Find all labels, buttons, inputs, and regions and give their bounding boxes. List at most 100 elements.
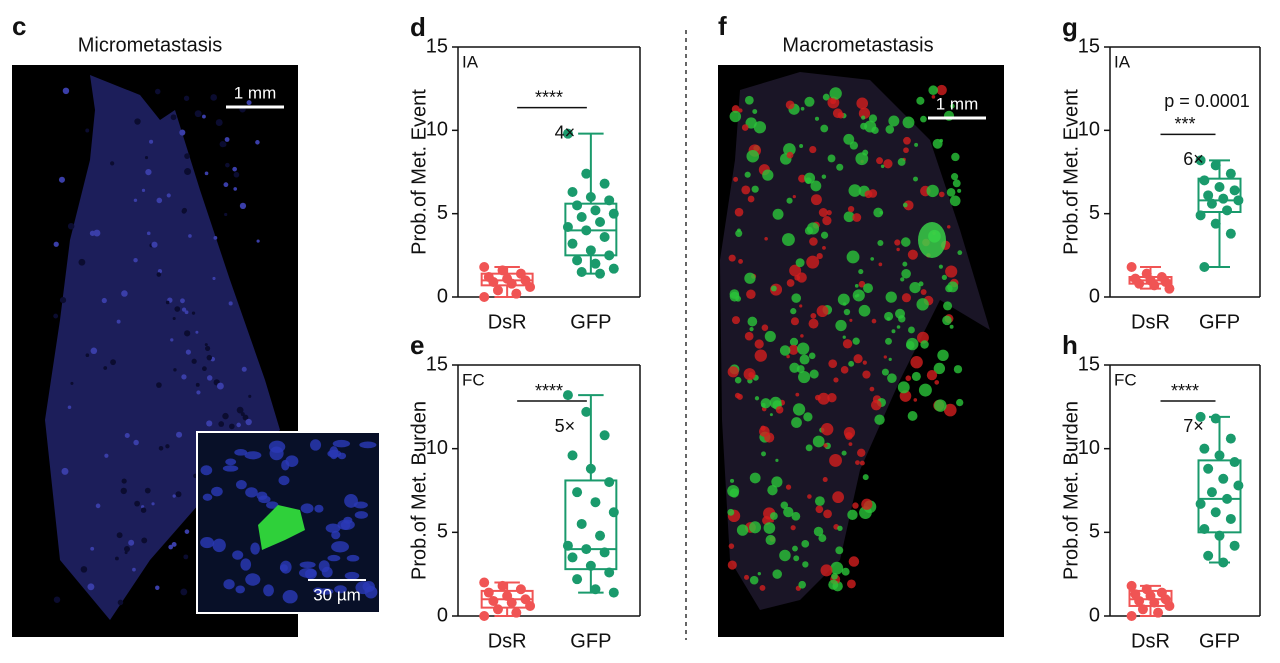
texture xyxy=(241,366,247,372)
texture xyxy=(864,190,873,199)
y-axis-label: Prob.of Met. Burden xyxy=(408,401,430,580)
texture xyxy=(891,329,896,334)
texture xyxy=(885,125,895,134)
texture xyxy=(61,467,69,475)
point xyxy=(1225,513,1236,524)
texture xyxy=(191,358,197,364)
point xyxy=(572,200,583,211)
texture xyxy=(897,158,906,166)
texture xyxy=(743,368,756,381)
significance: *** xyxy=(1174,114,1195,134)
nucleus xyxy=(355,581,371,595)
point xyxy=(506,278,517,289)
point xyxy=(1210,413,1221,424)
point xyxy=(567,450,578,461)
texture xyxy=(942,315,952,326)
texture xyxy=(843,308,851,316)
texture xyxy=(822,245,826,250)
texture xyxy=(53,313,59,319)
texture xyxy=(770,285,777,292)
texture xyxy=(848,556,860,567)
texture xyxy=(907,411,918,421)
nucleus xyxy=(318,560,330,573)
nucleus xyxy=(337,452,347,460)
texture xyxy=(911,371,921,381)
panel-label: g xyxy=(1062,12,1078,42)
texture xyxy=(861,498,873,510)
scale-text: 1 mm xyxy=(234,83,277,102)
texture xyxy=(914,142,919,147)
texture xyxy=(895,308,905,319)
panel-label: h xyxy=(1062,330,1078,360)
texture xyxy=(727,484,740,497)
texture xyxy=(746,289,756,299)
texture xyxy=(795,258,805,268)
texture xyxy=(885,337,892,345)
texture xyxy=(879,210,884,215)
nucleus xyxy=(282,590,298,604)
texture xyxy=(170,338,174,342)
texture xyxy=(205,345,211,352)
point xyxy=(608,208,619,219)
texture xyxy=(736,393,743,400)
nucleus xyxy=(359,441,377,449)
texture xyxy=(906,337,919,351)
nucleus xyxy=(212,538,226,553)
texture xyxy=(905,375,912,382)
texture xyxy=(228,301,233,306)
green-cell xyxy=(258,505,305,550)
texture xyxy=(204,171,209,176)
texture xyxy=(853,354,863,364)
texture xyxy=(810,312,817,319)
texture xyxy=(837,293,850,306)
point xyxy=(1225,228,1236,239)
texture xyxy=(926,369,938,381)
texture xyxy=(747,316,758,327)
texture xyxy=(179,129,186,136)
nucleus xyxy=(256,491,268,500)
texture xyxy=(763,522,776,534)
texture xyxy=(182,207,188,213)
texture xyxy=(151,241,158,248)
y-axis-label: Prob.of Met. Burden xyxy=(1060,401,1082,580)
texture xyxy=(156,272,162,277)
texture xyxy=(880,164,885,169)
point xyxy=(1199,443,1210,454)
texture xyxy=(827,393,837,403)
texture xyxy=(894,239,901,246)
texture xyxy=(799,304,803,308)
point xyxy=(590,497,601,508)
texture xyxy=(847,205,855,213)
point xyxy=(1195,155,1206,166)
point xyxy=(604,195,615,206)
texture xyxy=(156,382,162,388)
point xyxy=(585,192,596,202)
texture xyxy=(743,574,750,580)
point xyxy=(479,292,490,302)
texture xyxy=(734,207,744,217)
nucleus xyxy=(329,446,339,460)
nucleus xyxy=(244,451,262,460)
texture xyxy=(744,331,754,341)
texture xyxy=(918,383,932,397)
texture xyxy=(215,119,223,126)
point xyxy=(1126,580,1137,591)
texture xyxy=(58,176,65,183)
texture xyxy=(846,579,856,589)
texture xyxy=(730,478,735,483)
texture xyxy=(900,277,905,282)
y-tick-label: 10 xyxy=(426,119,448,141)
texture xyxy=(174,306,181,312)
texture xyxy=(749,521,762,534)
texture xyxy=(236,422,241,428)
texture xyxy=(770,519,774,523)
texture xyxy=(184,529,190,534)
texture xyxy=(861,115,866,120)
texture xyxy=(759,584,766,591)
nucleus xyxy=(327,554,341,562)
texture xyxy=(735,229,743,237)
texture xyxy=(951,152,960,162)
texture xyxy=(802,561,809,568)
texture xyxy=(796,365,805,374)
texture xyxy=(212,276,216,281)
